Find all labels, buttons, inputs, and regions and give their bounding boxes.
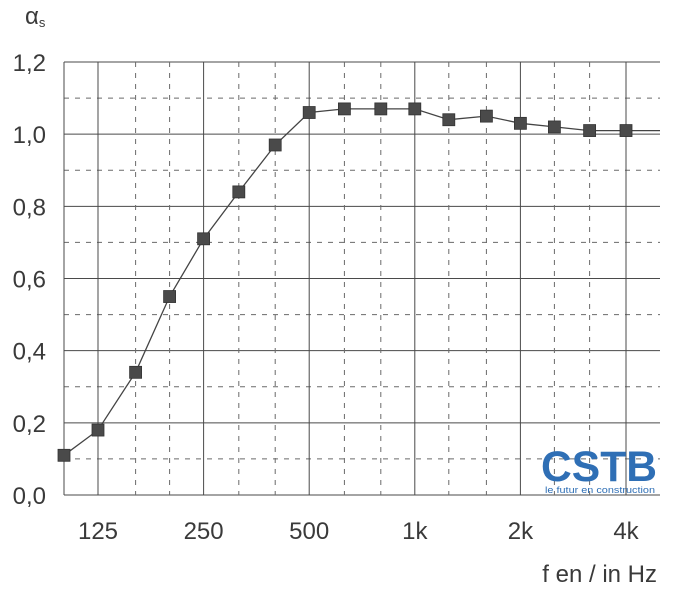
y-tick-label: 0,0 (13, 483, 46, 510)
data-point (129, 365, 143, 379)
cstb-logo: CSTB le futur en construction (541, 443, 657, 495)
y-axis-title-subscript: s (39, 15, 46, 30)
data-point (374, 102, 388, 116)
x-axis-title: f en / in Hz (542, 561, 657, 588)
data-point (480, 109, 493, 123)
y-tick-label: 0,8 (13, 194, 46, 221)
data-point (442, 113, 456, 127)
x-axis-ticks: 125 250 500 1k 2k 4k (78, 518, 640, 545)
x-tick-label: 250 (184, 518, 224, 545)
grid (63, 61, 660, 496)
data-point (57, 448, 71, 462)
y-tick-label: 1,0 (13, 122, 46, 149)
y-tick-label: 0,4 (13, 339, 46, 366)
y-tick-label: 1,2 (13, 50, 46, 77)
data-point (514, 116, 527, 130)
logo-tagline: le futur en construction (545, 485, 655, 495)
y-axis-title: αs (25, 3, 46, 30)
data-point (197, 232, 210, 246)
data-point (583, 124, 597, 137)
data-point (232, 185, 246, 199)
data-point (268, 138, 282, 152)
y-axis-ticks: 0,0 0,2 0,4 0,6 0,8 1,0 1,2 (13, 50, 46, 510)
y-tick-label: 0,6 (13, 267, 46, 294)
data-point (547, 120, 561, 134)
logo-text: CSTB (541, 443, 657, 491)
data-point (302, 106, 316, 119)
x-tick-label: 500 (289, 518, 329, 545)
series-line (63, 108, 660, 456)
x-tick-label: 125 (78, 518, 118, 545)
x-tick-label: 2k (508, 518, 534, 545)
data-point (338, 102, 351, 116)
data-point (163, 290, 177, 303)
series (57, 102, 660, 462)
x-tick-label: 4k (613, 518, 639, 545)
y-axis-title-symbol: α (25, 3, 39, 30)
x-tick-label: 1k (402, 518, 428, 545)
data-point (619, 124, 633, 137)
y-tick-label: 0,2 (13, 411, 46, 438)
data-point (408, 102, 422, 116)
data-point (91, 423, 105, 437)
